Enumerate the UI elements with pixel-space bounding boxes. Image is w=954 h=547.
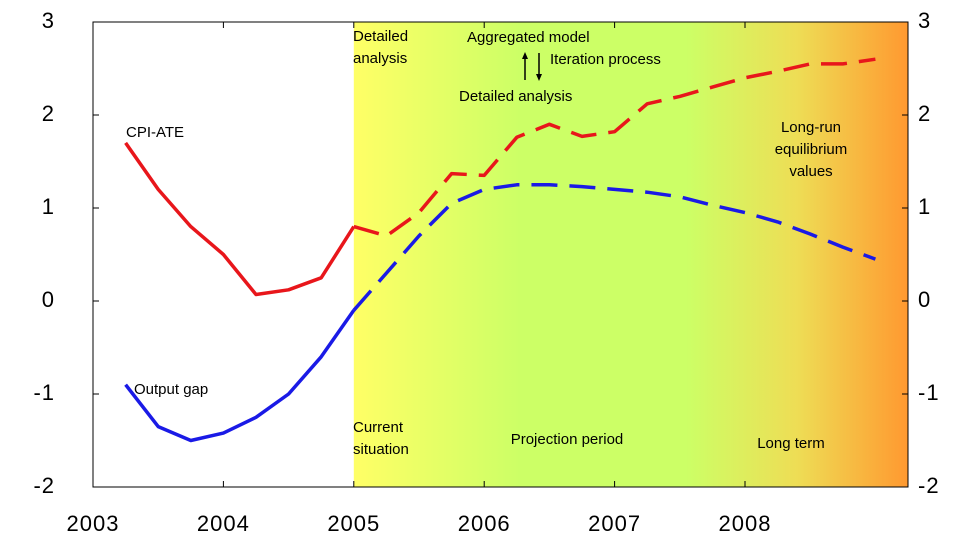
annotation: Long term: [757, 435, 825, 452]
y-tick-label: -1: [33, 380, 55, 405]
annotation: analysis: [353, 50, 407, 67]
series-label: Output gap: [134, 381, 208, 398]
x-tick-label: 2003: [67, 511, 120, 536]
annotation: situation: [353, 441, 409, 458]
y2-tick-label: -2: [918, 473, 940, 498]
annotation: Current: [353, 419, 404, 436]
y2-tick-label: 1: [918, 194, 931, 219]
y-tick-label: 1: [42, 194, 55, 219]
annotation: Detailed: [353, 28, 408, 45]
y2-tick-label: 2: [918, 101, 931, 126]
series-line-projection: [353, 57, 876, 238]
x-tick-label: 2006: [458, 511, 511, 536]
x-tick-label: 2007: [588, 511, 641, 536]
y2-tick-label: 0: [918, 287, 931, 312]
x-tick-label: 2005: [327, 511, 380, 536]
annotation: Projection period: [511, 431, 624, 448]
annotation: Aggregated model: [467, 29, 590, 46]
annotation: Iteration process: [550, 51, 661, 68]
y-tick-label: 3: [42, 8, 55, 33]
series-label: CPI-ATE: [126, 124, 184, 141]
annotation: equilibrium: [775, 141, 848, 158]
series-line: [124, 141, 356, 297]
x-tick-label: 2004: [197, 511, 250, 536]
projection-shade: [353, 22, 908, 487]
plot-frame: [92, 21, 909, 488]
arrow-head: [522, 52, 528, 59]
y2-tick-label: 3: [918, 8, 931, 33]
series-line: [124, 309, 356, 443]
x-tick-label: 2008: [719, 511, 772, 536]
arrow-head: [536, 74, 542, 81]
annotation: Long-run: [781, 119, 841, 136]
y2-tick-label: -1: [918, 380, 940, 405]
annotation: Detailed analysis: [459, 88, 572, 105]
series-line-projection: [352, 183, 877, 312]
annotation: values: [789, 163, 832, 180]
y-tick-label: 0: [42, 287, 55, 312]
y-tick-label: -2: [33, 473, 55, 498]
y-tick-label: 2: [42, 101, 55, 126]
